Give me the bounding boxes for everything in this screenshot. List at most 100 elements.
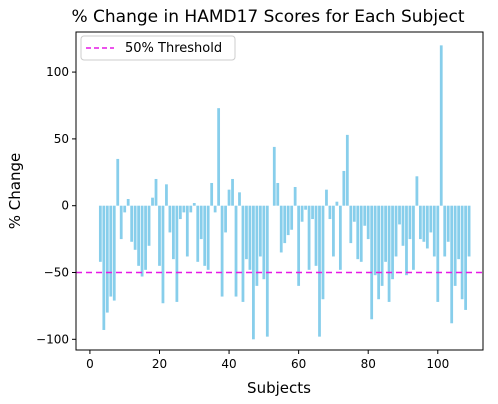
y-tick-label: 0 <box>61 199 69 213</box>
bar-subject-25 <box>175 205 179 302</box>
bar-subject-101 <box>439 45 443 206</box>
bar-subject-13 <box>133 205 137 250</box>
bar-subject-66 <box>318 205 321 337</box>
bar-subject-99 <box>432 205 436 257</box>
x-tick-label: 0 <box>86 357 94 371</box>
bar-subject-61 <box>300 205 304 222</box>
bar-subject-63 <box>307 205 311 270</box>
bar-subject-50 <box>262 205 266 280</box>
bar-subject-9 <box>119 205 123 240</box>
bar-subject-64 <box>311 205 314 220</box>
x-tick-label: 60 <box>291 357 306 371</box>
bar-subject-74 <box>345 134 349 206</box>
bar-subject-38 <box>220 205 224 297</box>
x-tick-label: 20 <box>152 357 167 371</box>
bar-subject-86 <box>387 205 391 302</box>
bar-subject-46 <box>248 205 252 270</box>
bar-subject-19 <box>154 178 158 206</box>
y-tick-label: −100 <box>36 332 69 346</box>
bars-group <box>98 45 471 340</box>
bar-subject-78 <box>359 205 363 262</box>
bar-subject-35 <box>210 182 214 206</box>
bar-subject-85 <box>384 205 387 262</box>
bar-subject-20 <box>158 205 161 266</box>
bar-subject-36 <box>213 205 217 213</box>
x-axis-label: Subjects <box>247 379 311 397</box>
bar-subject-21 <box>161 205 165 304</box>
bar-subject-75 <box>349 205 353 244</box>
y-tick-label: −50 <box>44 266 69 280</box>
bar-subject-68 <box>325 189 328 206</box>
bar-subject-15 <box>140 205 144 277</box>
bar-subject-77 <box>356 205 360 260</box>
bar-subject-45 <box>245 205 248 260</box>
bar-subject-90 <box>401 205 405 246</box>
bar-subject-79 <box>363 205 367 226</box>
bar-subject-97 <box>425 205 429 249</box>
bar-subject-40 <box>227 189 231 206</box>
bar-subject-89 <box>398 205 401 225</box>
bar-subject-73 <box>342 170 346 206</box>
bar-subject-6 <box>109 205 113 297</box>
bar-subject-57 <box>286 205 290 236</box>
bar-subject-48 <box>255 205 259 286</box>
bar-subject-44 <box>241 205 245 302</box>
bar-subject-42 <box>234 205 238 297</box>
x-tick-label: 40 <box>221 357 236 371</box>
bar-subject-58 <box>290 205 294 230</box>
bar-subject-28 <box>185 205 189 257</box>
bar-subject-109 <box>467 205 471 257</box>
bar-subject-3 <box>98 205 102 262</box>
bar-subject-30 <box>192 203 196 206</box>
legend-box <box>80 35 236 61</box>
bar-subject-5 <box>105 205 109 313</box>
bar-subject-105 <box>453 205 457 286</box>
bar-subject-33 <box>203 205 207 266</box>
bar-subject-8 <box>116 158 120 206</box>
bar-subject-4 <box>102 205 106 330</box>
bar-subject-71 <box>335 201 339 206</box>
bar-subject-84 <box>380 205 384 286</box>
bar-subject-54 <box>276 182 280 206</box>
bar-subject-82 <box>373 205 377 276</box>
bar-subject-34 <box>206 205 210 270</box>
bar-subject-96 <box>422 205 426 242</box>
bar-subject-72 <box>338 205 342 270</box>
bar-subject-11 <box>126 199 130 206</box>
bar-subject-23 <box>168 205 172 233</box>
bar-subject-55 <box>279 205 283 253</box>
bar-subject-27 <box>182 205 186 213</box>
bar-subject-69 <box>328 205 332 220</box>
bar-subject-76 <box>352 205 356 222</box>
bar-subject-24 <box>172 205 175 260</box>
bar-subject-37 <box>217 108 221 206</box>
bar-subject-94 <box>415 176 419 206</box>
bar-subject-17 <box>147 205 151 246</box>
bar-subject-43 <box>238 192 241 206</box>
bar-subject-18 <box>151 197 154 206</box>
bar-subject-12 <box>130 205 134 242</box>
x-tick-label: 100 <box>426 357 449 371</box>
bar-subject-104 <box>450 205 454 324</box>
bar-subject-93 <box>412 205 415 270</box>
legend-threshold-label: 50% Threshold <box>125 41 222 56</box>
bar-subject-83 <box>377 205 381 300</box>
y-tick-label: 50 <box>54 132 69 146</box>
bar-subject-56 <box>283 205 287 244</box>
bar-subject-7 <box>112 205 116 301</box>
bar-subject-80 <box>366 205 370 240</box>
bar-subject-100 <box>436 205 440 302</box>
bar-subject-10 <box>123 205 127 213</box>
bar-subject-51 <box>265 205 269 337</box>
y-axis-ticks: −100 −50 0 50 100 <box>36 65 76 346</box>
bar-subject-106 <box>457 205 461 260</box>
bar-subject-31 <box>196 205 200 262</box>
bar-subject-39 <box>224 205 227 233</box>
chart-title: % Change in HAMD17 Scores for Each Subje… <box>71 7 464 27</box>
bar-subject-95 <box>418 205 422 240</box>
bar-subject-67 <box>321 205 325 300</box>
bar-subject-41 <box>231 178 234 206</box>
bar-subject-102 <box>443 205 447 257</box>
bar-subject-88 <box>394 205 398 257</box>
